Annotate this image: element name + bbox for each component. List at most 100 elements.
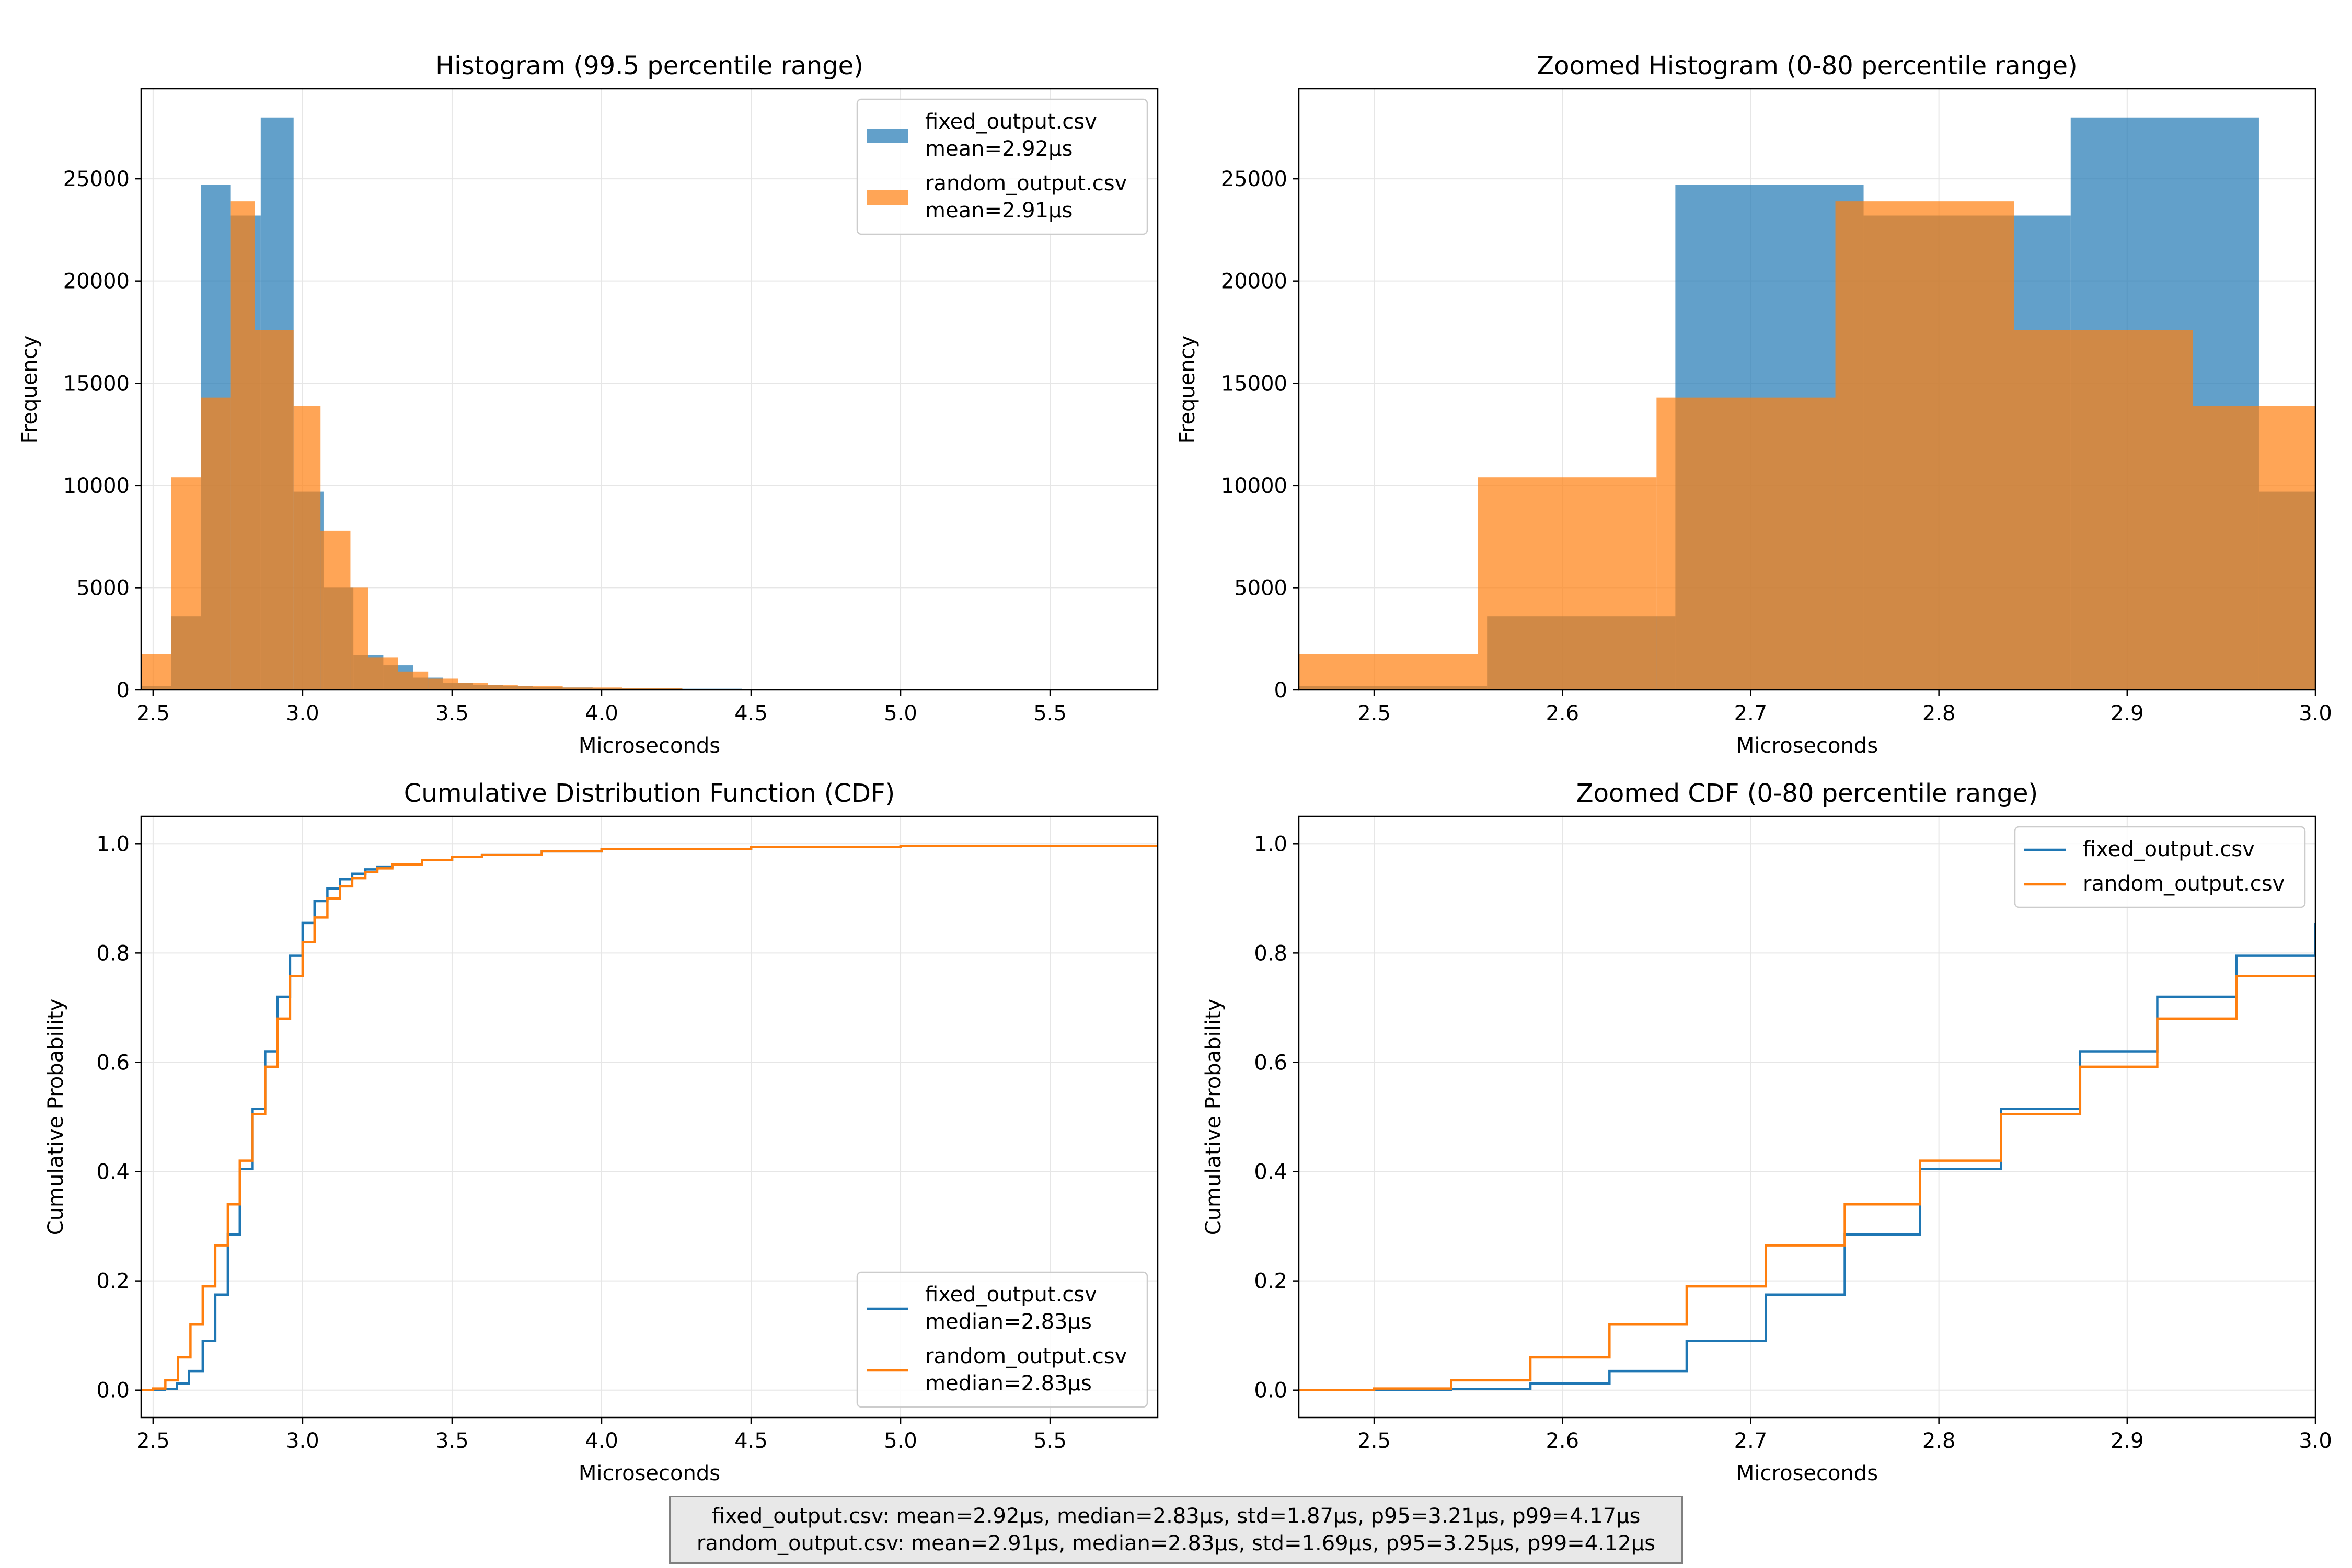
cdf-line-fixed [1299, 923, 2315, 1391]
ticks: 2.5 3.0 3.5 4.0 4.5 5.0 5.5 0.0 0.2 0.4 0.6 0.8 1.0 [96, 832, 1066, 1453]
legend: fixed_output.csv median=2.83µs random_outp… [856, 1271, 1148, 1408]
x-tick-label: 2.9 [2111, 701, 2144, 725]
legend-swatch [867, 129, 908, 143]
x-tick-label: 3.0 [2299, 701, 2332, 725]
histogram-bar [562, 687, 623, 690]
chart-title: Cumulative Distribution Function (CDF) [404, 779, 895, 808]
x-axis-label: Microseconds [1736, 734, 1878, 758]
histogram-bar [255, 330, 294, 690]
legend-box [856, 1271, 1148, 1408]
y-tick-label: 0.4 [96, 1160, 130, 1184]
y-tick-label: 0.2 [96, 1270, 130, 1294]
histogram-bar [517, 686, 563, 690]
plot-area [141, 845, 1158, 1391]
histogram-bar [1656, 397, 1836, 690]
legend-label: mean=2.91µs [925, 199, 1073, 223]
y-tick-label: 5000 [76, 576, 130, 600]
cdf-full-panel: 2.5 3.0 3.5 4.0 4.5 5.0 5.5 0.0 0.2 0.4 0.6 0.8 1.0 M… [44, 779, 1159, 1485]
y-tick-label: 0.6 [1254, 1051, 1287, 1075]
y-tick-label: 0.0 [96, 1379, 130, 1403]
histogram-bar [1478, 477, 1657, 690]
chart-title: Zoomed CDF (0-80 percentile range) [1576, 779, 2038, 808]
axes-frame [140, 815, 1159, 1419]
summary-stats-box: fixed_output.csv: mean=2.92µs, median=2.… [669, 1496, 1683, 1564]
cdf-zoomed-panel: 2.5 2.6 2.7 2.8 2.9 3.0 0.0 0.2 0.4 0.6 0.8 1.0 Micr… [1202, 779, 2332, 1485]
x-tick-label: 3.0 [2299, 1429, 2332, 1453]
x-tick-label: 4.5 [734, 1429, 768, 1453]
histogram-bar [2014, 330, 2193, 690]
axes-frame [1298, 815, 2316, 1419]
y-tick-label: 15000 [1221, 372, 1287, 396]
histogram-bar [201, 397, 231, 690]
ticks: 2.5 3.0 3.5 4.0 4.5 5.0 5.5 0 5000 10000 15000 2000… [63, 167, 1067, 725]
plot-area [1299, 923, 2315, 1391]
histogram-bar [2193, 406, 2315, 690]
histogram-bar [488, 685, 518, 690]
legend-label: random_output.csv [2083, 872, 2285, 896]
histogram-bar [1835, 201, 2014, 690]
histogram-bar [622, 688, 683, 690]
x-tick-label: 5.0 [884, 1429, 917, 1453]
y-axis-label: Frequency [1175, 336, 1200, 444]
x-tick-label: 2.9 [2111, 1429, 2144, 1453]
legend-label: mean=2.92µs [925, 137, 1073, 161]
x-tick-label: 5.0 [884, 701, 917, 725]
x-tick-label: 2.5 [1357, 1429, 1391, 1453]
legend-label: median=2.83µs [925, 1371, 1092, 1396]
x-tick-label: 5.5 [1033, 701, 1067, 725]
x-tick-label: 3.0 [286, 701, 319, 725]
x-axis-label: Microseconds [579, 1461, 720, 1485]
y-tick-label: 0 [1274, 678, 1287, 702]
x-tick-label: 2.7 [1734, 701, 1768, 725]
plot-area [141, 117, 1158, 690]
legend-label: fixed_output.csv [2083, 837, 2255, 861]
x-tick-label: 5.5 [1033, 1429, 1067, 1453]
y-tick-label: 15000 [63, 372, 130, 396]
y-tick-label: 10000 [1221, 474, 1287, 498]
y-tick-label: 20000 [1221, 270, 1287, 294]
y-tick-label: 0.4 [1254, 1160, 1287, 1184]
histogram-series-random [1299, 201, 2315, 690]
cdf-line-random [1299, 975, 2315, 1391]
chart-title: Zoomed Histogram (0-80 percentile range) [1537, 51, 2077, 80]
legend-box [2014, 826, 2306, 908]
histogram-zoomed-panel: 2.5 2.6 2.7 2.8 2.9 3.0 0 5000 10000 15000 20000 25… [1175, 51, 2332, 758]
y-tick-label: 5000 [1234, 576, 1287, 600]
histogram-bar [230, 201, 255, 690]
y-tick-label: 0.8 [1254, 941, 1287, 965]
plot-area [1299, 117, 2315, 690]
legend-label: random_output.csv [925, 171, 1127, 195]
legend-label: fixed_output.csv [925, 110, 1097, 134]
summary-fixed-line: fixed_output.csv: mean=2.92µs, median=2.… [711, 1504, 1641, 1528]
legend: fixed_output.csv mean=2.92µs random_output… [856, 98, 1148, 235]
histogram-bar [458, 683, 488, 690]
legend: fixed_output.csv random_output.csv [2014, 826, 2306, 908]
axes-frame [140, 88, 1159, 691]
y-axis-label: Frequency [18, 336, 42, 444]
histogram-full-panel: 2.5 3.0 3.5 4.0 4.5 5.0 5.5 0 5000 10000 15000 2000… [18, 51, 1159, 758]
x-tick-label: 2.8 [1922, 701, 1956, 725]
histogram-bar [1299, 654, 1478, 690]
legend-label: random_output.csv [925, 1344, 1127, 1368]
cdf-line-random [141, 845, 1158, 1391]
histogram-bar [293, 406, 321, 690]
x-tick-label: 4.0 [585, 701, 618, 725]
x-tick-label: 3.0 [286, 1429, 319, 1453]
legend-swatch [867, 190, 908, 205]
x-tick-label: 2.7 [1734, 1429, 1768, 1453]
y-tick-label: 25000 [1221, 167, 1287, 191]
legend-box [856, 98, 1148, 235]
ticks: 2.5 2.6 2.7 2.8 2.9 3.0 0.0 0.2 0.4 0.6 0.8 1.0 [1254, 832, 2332, 1453]
summary-random-line: random_output.csv: mean=2.91µs, median=2… [696, 1531, 1656, 1555]
axes-frame [1298, 88, 2316, 691]
x-tick-label: 4.5 [734, 701, 768, 725]
histogram-bar [350, 587, 368, 690]
histogram-bar [320, 530, 351, 690]
x-tick-label: 3.5 [435, 701, 469, 725]
legend-label: median=2.83µs [925, 1310, 1092, 1334]
legend-label: fixed_output.csv [925, 1283, 1097, 1307]
y-tick-label: 1.0 [96, 832, 130, 856]
histogram-series-random [141, 201, 1158, 690]
y-tick-label: 0.6 [96, 1051, 130, 1075]
